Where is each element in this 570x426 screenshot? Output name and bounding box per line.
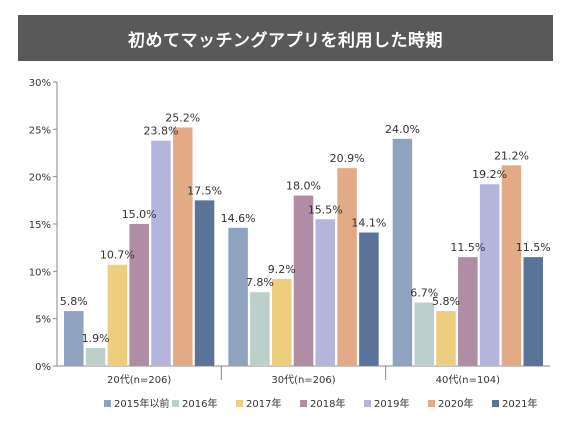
y-tick-label: 30% [29,78,51,89]
data-label: 7.8% [246,276,274,289]
bar [250,292,270,366]
legend-item: 2018年 [300,397,345,410]
data-label: 21.2% [494,149,529,162]
data-label: 19.2% [472,168,507,181]
bar [523,257,543,366]
legend-swatch [104,400,111,407]
bar [293,195,314,366]
y-tick-label: 0% [35,362,51,373]
legend-label: 2021年 [502,397,537,410]
legend-item: 2020年 [428,397,473,410]
bar [479,184,500,366]
data-labels: 5.8% 1.9% 10.7% 15.0% 23.8%25.2% 17.5% 14.6% 7.… [60,111,551,345]
legend-item: 2015年以前 [104,397,169,410]
bar [64,311,84,366]
category-label: 20代(n=206) [107,374,171,386]
y-tick-label: 5% [35,315,51,326]
data-label: 11.5% [450,241,485,254]
category-labels: 20代(n=206) 30代(n=206) 40代(n=104) [107,374,500,386]
data-label: 14.1% [351,217,386,230]
category-label: 30代(n=206) [271,374,335,386]
bar [151,140,171,366]
data-label: 24.0% [385,123,420,136]
bar [458,257,478,366]
category-label: 40代(n=104) [436,374,500,386]
bar [436,311,456,366]
data-label: 5.8% [432,295,460,308]
data-label: 23.8% [143,125,178,138]
legend-item: 2019年 [364,397,409,410]
bar [194,200,215,366]
bar [392,138,413,366]
bar [337,168,357,366]
data-label: 18.0% [286,180,321,193]
data-label: 11.5% [516,241,551,254]
y-tick-label: 20% [29,173,51,184]
legend-label: 2016年 [182,397,217,410]
bar [359,232,379,366]
legend-swatch [172,400,179,407]
legend-item: 2017年 [236,397,281,410]
legend-label: 2019年 [374,397,409,410]
data-label: 25.2% [165,111,200,124]
data-label: 20.9% [330,152,365,165]
legend-swatch [236,400,243,407]
legend-item: 2021年 [492,397,537,410]
bar [107,264,128,366]
legend-item: 2016年 [172,397,217,410]
data-label: 10.7% [100,249,135,262]
bar [501,165,522,366]
data-label: 17.5% [187,184,222,197]
data-label: 6.7% [410,287,438,300]
bar [129,224,149,366]
y-tick-label: 15% [29,220,51,231]
legend-label: 2018年 [310,397,345,410]
legend-label: 2020年 [438,397,473,410]
bar [414,302,434,366]
data-label: 1.9% [82,332,110,345]
legend-swatch [364,400,371,407]
bar [315,219,336,366]
data-label: 9.2% [268,263,296,276]
data-label: 5.8% [60,295,88,308]
bar [173,127,193,366]
bars [64,127,543,366]
legend-swatch [428,400,435,407]
bar [228,227,248,366]
bar [271,278,292,366]
chart-title: 初めてマッチングアプリを利用した時期 [18,15,553,61]
y-tick-label: 25% [29,125,51,136]
legend-swatch [300,400,307,407]
legend: 2015年以前 2016年 2017年 2018年 2019年 2020年 2021年 [104,397,537,410]
legend-label: 2017年 [246,397,281,410]
data-label: 15.5% [308,203,343,216]
legend-swatch [492,400,499,407]
legend-label: 2015年以前 [114,397,169,410]
data-label: 15.0% [122,208,157,221]
bar [85,348,106,366]
data-label: 14.6% [221,212,256,225]
y-tick-label: 10% [29,267,51,278]
